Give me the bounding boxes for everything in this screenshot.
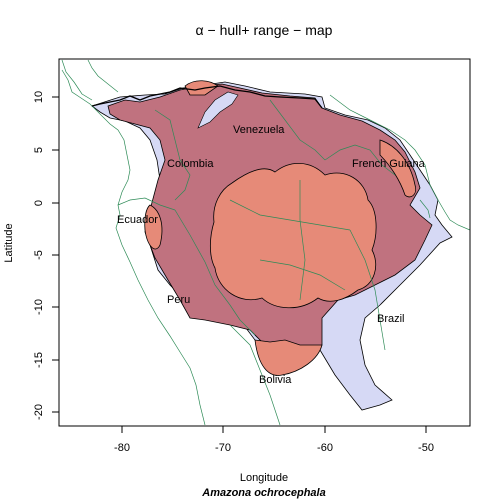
label-ecuador: Ecuador bbox=[117, 214, 158, 226]
y-tick-label: -5 bbox=[33, 250, 45, 260]
country-labels: Venezuela Colombia French Guiana Ecuador… bbox=[117, 124, 426, 386]
y-tick-label: -20 bbox=[33, 404, 45, 420]
range-map-north-patch bbox=[184, 80, 219, 96]
y-axis bbox=[52, 96, 59, 413]
label-brazil: Brazil bbox=[377, 313, 405, 325]
y-tick-label: 10 bbox=[33, 91, 45, 103]
label-french-guiana: French Guiana bbox=[352, 158, 426, 170]
label-venezuela: Venezuela bbox=[233, 124, 285, 136]
x-tick-label: -70 bbox=[215, 442, 231, 454]
range-map-west-patch bbox=[144, 204, 163, 250]
y-tick-label: -10 bbox=[33, 299, 45, 315]
map-layer bbox=[61, 59, 470, 426]
range-map-guiana-patch bbox=[379, 139, 417, 198]
y-tick-label: 0 bbox=[33, 200, 45, 206]
label-peru: Peru bbox=[167, 294, 190, 306]
x-axis-title: Longitude bbox=[240, 472, 288, 484]
x-axis bbox=[121, 426, 427, 433]
range-map-polygon bbox=[209, 162, 377, 309]
y-axis-title: Latitude bbox=[3, 223, 15, 262]
x-tick-label: -50 bbox=[418, 442, 434, 454]
x-tick-label: -60 bbox=[317, 442, 333, 454]
range-map-south-lobe bbox=[254, 339, 323, 376]
y-tick-label: 5 bbox=[33, 147, 45, 153]
x-tick-label: -80 bbox=[114, 442, 130, 454]
caribbean-coast-outline bbox=[91, 85, 323, 109]
lake-maracaibo-hole bbox=[197, 91, 239, 129]
country-borders bbox=[61, 59, 470, 426]
plot-frame bbox=[58, 58, 471, 427]
label-colombia: Colombia bbox=[167, 158, 214, 170]
species-name: Amazona ochrocephala bbox=[201, 487, 325, 499]
figure-title: α − hull+ range − map bbox=[196, 22, 333, 38]
y-tick-label: -15 bbox=[33, 352, 45, 368]
label-bolivia: Bolivia bbox=[259, 374, 292, 386]
